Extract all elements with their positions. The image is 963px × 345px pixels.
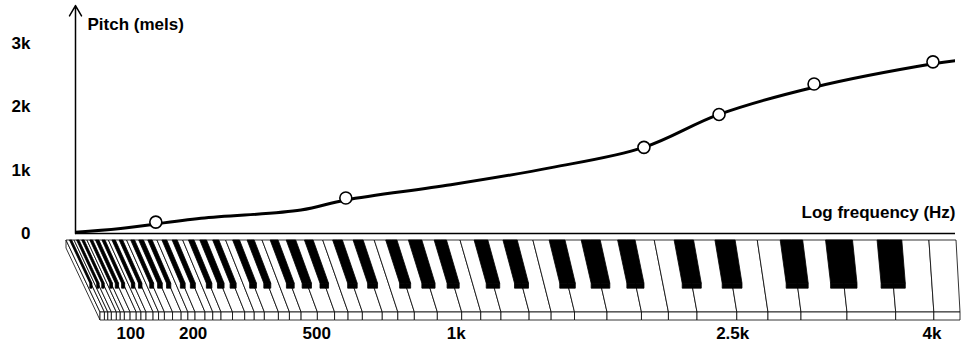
svg-text:2.5k: 2.5k	[716, 324, 750, 343]
svg-text:200: 200	[179, 324, 207, 343]
svg-text:Pitch (mels): Pitch (mels)	[88, 15, 184, 34]
svg-text:500: 500	[303, 324, 331, 343]
svg-text:2k: 2k	[12, 97, 31, 116]
svg-text:3k: 3k	[12, 34, 31, 53]
svg-text:1k: 1k	[447, 324, 466, 343]
svg-text:4k: 4k	[923, 324, 942, 343]
svg-text:Log frequency (Hz): Log frequency (Hz)	[802, 203, 956, 222]
svg-text:1k: 1k	[12, 161, 31, 180]
svg-text:0: 0	[21, 224, 30, 243]
svg-text:100: 100	[117, 324, 145, 343]
